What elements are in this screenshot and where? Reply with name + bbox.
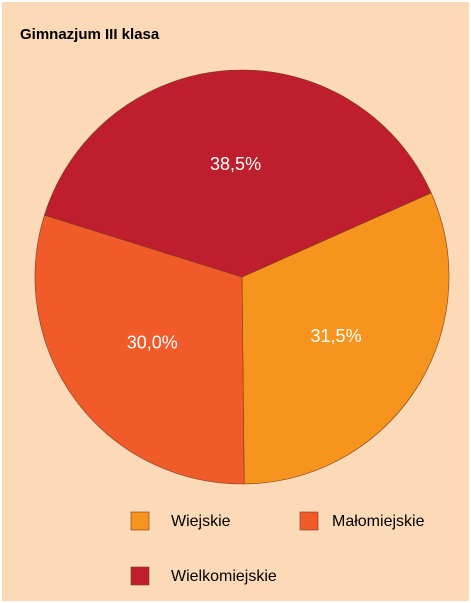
pie-slice xyxy=(34,214,245,485)
value-label: 31,5% xyxy=(311,326,362,346)
value-label: 30,0% xyxy=(127,332,178,352)
legend-label: Wiejskie xyxy=(171,513,231,530)
legend-swatch xyxy=(130,511,150,531)
legend-swatch xyxy=(299,511,319,531)
pie-slice xyxy=(241,192,450,485)
legend-swatch xyxy=(130,566,150,586)
legend-label: Małomiejskie xyxy=(332,513,425,530)
chart-title: Gimnazjum III klasa xyxy=(20,26,160,43)
value-label: 38,5% xyxy=(210,154,261,174)
pie-slice xyxy=(44,69,432,278)
legend-label: Wielkomiejskie xyxy=(171,568,277,585)
